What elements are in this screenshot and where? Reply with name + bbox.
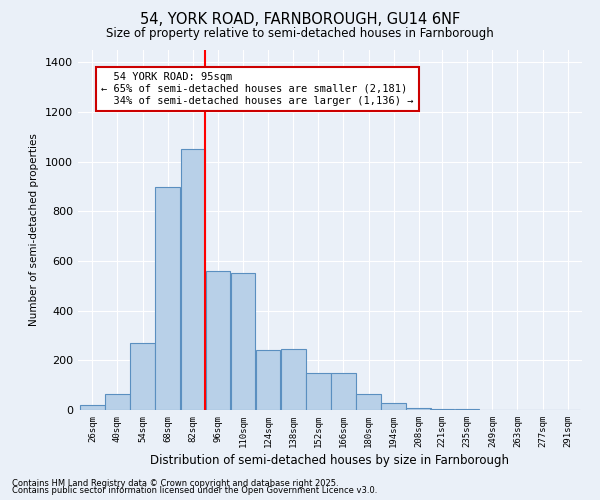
Bar [231, 274, 255, 410]
Bar [455, 409, 479, 410]
Bar [430, 409, 454, 410]
Bar [105, 394, 130, 410]
Text: 54, YORK ROAD, FARNBOROUGH, GU14 6NF: 54, YORK ROAD, FARNBOROUGH, GU14 6NF [140, 12, 460, 28]
Text: Contains public sector information licensed under the Open Government Licence v3: Contains public sector information licen… [12, 486, 377, 495]
Text: 54 YORK ROAD: 95sqm
← 65% of semi-detached houses are smaller (2,181)
  34% of s: 54 YORK ROAD: 95sqm ← 65% of semi-detach… [101, 72, 414, 106]
Bar [331, 373, 356, 410]
Bar [130, 343, 155, 410]
Y-axis label: Number of semi-detached properties: Number of semi-detached properties [29, 134, 40, 326]
Text: Contains HM Land Registry data © Crown copyright and database right 2025.: Contains HM Land Registry data © Crown c… [12, 478, 338, 488]
Bar [256, 350, 280, 410]
Bar [306, 373, 331, 410]
Bar [80, 405, 104, 410]
Bar [356, 394, 381, 410]
X-axis label: Distribution of semi-detached houses by size in Farnborough: Distribution of semi-detached houses by … [151, 454, 509, 467]
Bar [406, 408, 431, 410]
Text: Size of property relative to semi-detached houses in Farnborough: Size of property relative to semi-detach… [106, 28, 494, 40]
Bar [155, 186, 180, 410]
Bar [382, 402, 406, 410]
Bar [181, 150, 205, 410]
Bar [206, 271, 230, 410]
Bar [281, 349, 305, 410]
